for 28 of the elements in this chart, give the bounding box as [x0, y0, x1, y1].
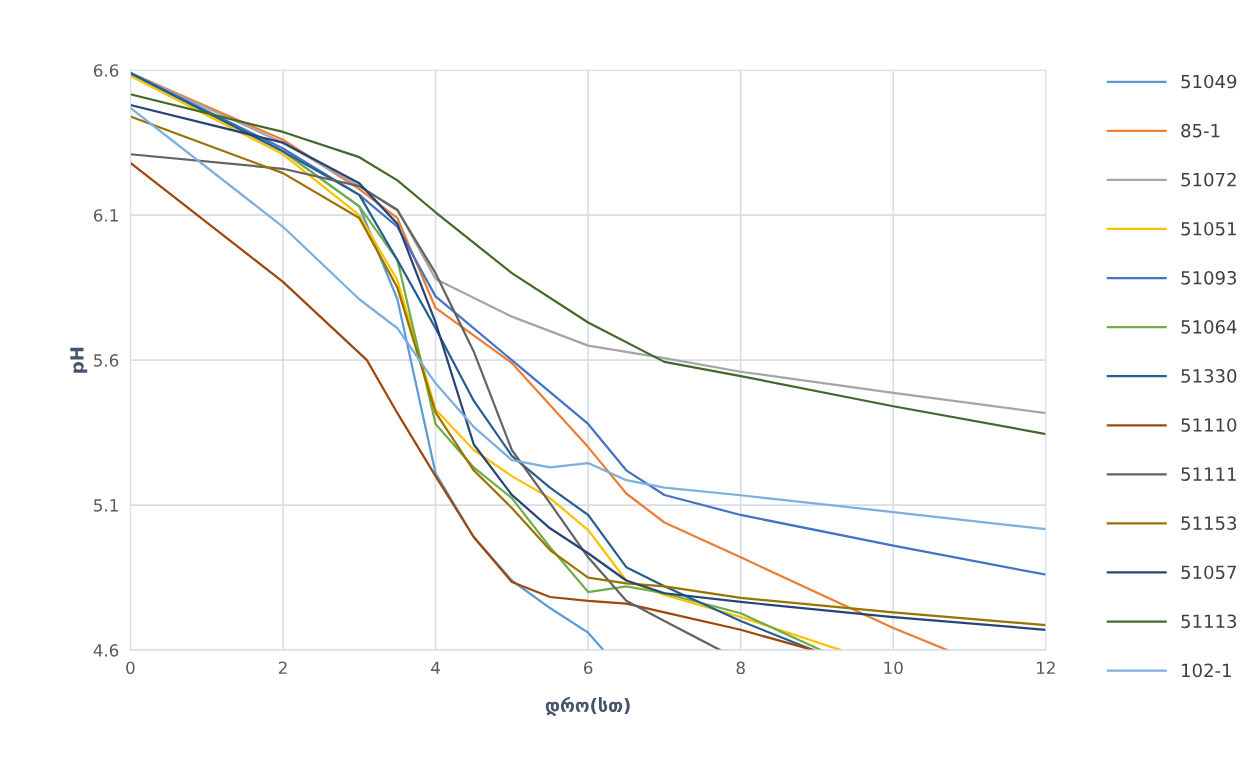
x-tick-label: 10 — [884, 661, 903, 675]
y-tick-label: 6.6 — [93, 64, 119, 77]
legend-label: 51153 — [1181, 516, 1237, 530]
legend-label: 51110 — [1181, 418, 1237, 432]
x-tick-label: 0 — [126, 661, 135, 675]
y-tick-label: 5.1 — [94, 499, 118, 512]
legend-label: 51072 — [1181, 172, 1236, 187]
y-axis-title: pH — [70, 347, 88, 373]
legend-label: 51064 — [1181, 320, 1237, 334]
legend-label: 51330 — [1181, 369, 1237, 383]
x-tick-label: 6 — [583, 661, 593, 675]
legend-label: 102-1 — [1182, 663, 1231, 678]
legend-label: 51051 — [1181, 221, 1236, 236]
x-tick-label: 12 — [1037, 661, 1055, 674]
x-tick-label: 2 — [278, 661, 287, 674]
y-tick-label: 5.6 — [94, 354, 119, 367]
legend-label: 51111 — [1181, 467, 1236, 481]
legend-label: 51093 — [1181, 270, 1237, 285]
y-tick-label: 4.6 — [93, 644, 119, 657]
x-tick-label: 8 — [736, 661, 745, 675]
line-series — [130, 106, 1046, 531]
legend-label: 51057 — [1181, 565, 1236, 580]
legend-label: 85-1 — [1181, 123, 1220, 138]
legend-label: 51049 — [1181, 74, 1237, 89]
x-axis-title: დრო(სთ) — [545, 696, 630, 716]
y-tick-label: 6.1 — [93, 209, 118, 222]
x-tick-label: 4 — [431, 661, 440, 674]
legend-label: 51113 — [1181, 614, 1237, 629]
